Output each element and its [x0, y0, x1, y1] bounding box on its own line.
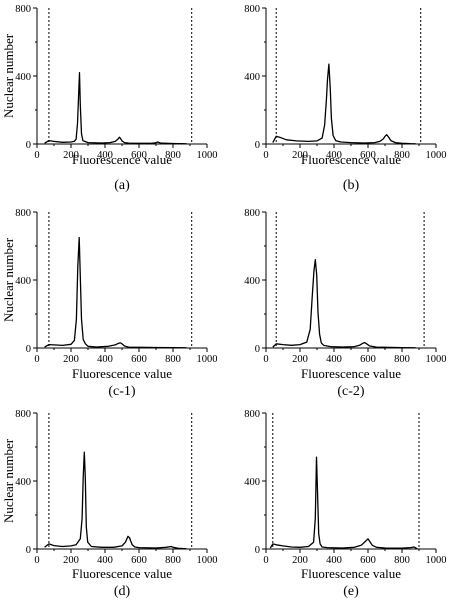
x-tick-label: 0 [34, 150, 39, 161]
y-tick-label: 400 [15, 72, 31, 83]
x-tick-label: 200 [292, 555, 308, 566]
y-tick-label: 0 [26, 545, 31, 556]
x-tick-label: 200 [63, 555, 79, 566]
x-tick-label: 1000 [197, 555, 218, 566]
y-tick-label: 800 [15, 4, 31, 15]
x-tick-label: 200 [63, 354, 79, 365]
panel-caption: (b) [343, 178, 360, 193]
histogram-line [44, 71, 187, 145]
y-tick-label: 800 [15, 208, 31, 219]
x-tick-label: 600 [360, 150, 376, 161]
x-tick-label: 600 [131, 555, 147, 566]
x-tick-label: 800 [394, 354, 410, 365]
x-tick-label: 800 [394, 555, 410, 566]
x-tick-label: 1000 [426, 555, 447, 566]
y-tick-label: 400 [15, 276, 31, 287]
x-tick-label: 600 [131, 354, 147, 365]
x-tick-label: 400 [97, 150, 113, 161]
x-tick-label: 400 [97, 555, 113, 566]
y-tick-label: 0 [255, 344, 260, 355]
y-tick-label: 800 [244, 4, 260, 15]
x-axis-label: Fluorescence value [301, 152, 401, 167]
x-tick-label: 0 [263, 150, 268, 161]
panel-caption: (a) [114, 178, 130, 193]
x-tick-label: 1000 [197, 354, 218, 365]
y-tick-label: 400 [15, 477, 31, 488]
x-tick-label: 0 [34, 354, 39, 365]
y-tick-label: 800 [244, 208, 260, 219]
x-tick-label: 0 [34, 555, 39, 566]
x-tick-label: 800 [165, 354, 181, 365]
x-tick-label: 600 [360, 555, 376, 566]
histogram-line [44, 236, 187, 349]
x-tick-label: 1000 [197, 150, 218, 161]
x-tick-label: 200 [292, 354, 308, 365]
x-tick-label: 400 [97, 354, 113, 365]
x-axis-label: Fluorescence value [72, 152, 172, 167]
panel-caption: (c-2) [337, 384, 365, 399]
y-tick-label: 0 [26, 344, 31, 355]
x-tick-label: 200 [63, 150, 79, 161]
y-tick-label: 800 [15, 409, 31, 420]
x-tick-label: 400 [326, 555, 342, 566]
y-axis-label: Nuclear number [1, 33, 16, 118]
y-axis-label: Nuclear number [1, 237, 16, 322]
x-tick-label: 0 [263, 555, 268, 566]
x-axis-label: Fluorescence value [301, 366, 401, 381]
y-tick-label: 800 [244, 409, 260, 420]
panel-caption: (d) [114, 584, 131, 599]
y-tick-label: 0 [26, 140, 31, 151]
x-axis-label: Fluorescence value [72, 566, 172, 581]
x-tick-label: 400 [326, 150, 342, 161]
y-tick-label: 400 [244, 72, 260, 83]
histogram-line [44, 451, 187, 550]
x-tick-label: 800 [165, 150, 181, 161]
x-tick-label: 600 [131, 150, 147, 161]
x-tick-label: 1000 [426, 150, 447, 161]
x-tick-label: 800 [165, 555, 181, 566]
x-tick-label: 600 [360, 354, 376, 365]
x-axis-label: Fluorescence value [301, 566, 401, 581]
x-tick-label: 800 [394, 150, 410, 161]
x-axis-label: Fluorescence value [72, 366, 172, 381]
y-axis-label: Nuclear number [1, 438, 16, 523]
panel-caption: (e) [343, 584, 359, 599]
y-tick-label: 0 [255, 140, 260, 151]
y-tick-label: 400 [244, 276, 260, 287]
histogram-line [272, 63, 416, 145]
histogram-line [272, 258, 416, 349]
panel-caption: (c-1) [108, 384, 136, 399]
x-tick-label: 1000 [426, 354, 447, 365]
x-tick-label: 200 [292, 150, 308, 161]
y-tick-label: 400 [244, 477, 260, 488]
y-tick-label: 0 [255, 545, 260, 556]
x-tick-label: 0 [263, 354, 268, 365]
histogram-line [269, 456, 418, 550]
x-tick-label: 400 [326, 354, 342, 365]
